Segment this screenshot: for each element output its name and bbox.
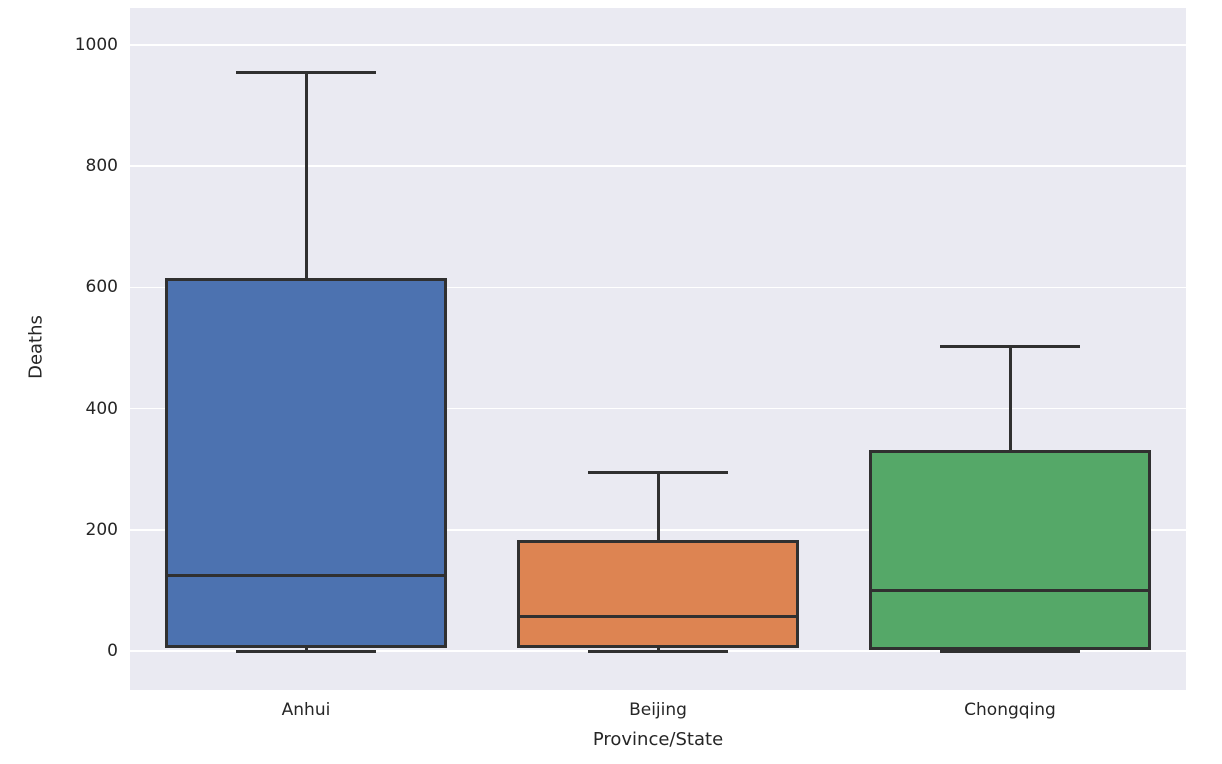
whisker-lower-cap [587,649,729,653]
box-beijing [517,540,799,648]
median-line [517,614,799,618]
y-tick-label: 1000 [74,35,118,55]
median-line [165,573,447,577]
y-tick-label: 800 [85,156,118,177]
whisker-lower-cap [235,649,377,653]
x-tick-label: Beijing [629,700,687,720]
x-axis-label: Province/State [592,729,724,750]
y-tick-label: 200 [85,519,118,540]
gridline [130,286,1186,289]
y-tick-label: 400 [85,398,118,419]
whisker-upper-cap [587,470,729,474]
whisker-upper-line [656,472,660,541]
box-anhui [165,278,447,648]
y-tick-label: 0 [107,641,118,661]
whisker-lower-line [656,647,660,651]
whisker-lower-line [304,647,308,651]
x-tick-label: Chongqing [964,700,1056,720]
y-axis-label: Deaths [25,315,47,379]
whisker-upper-line [1008,346,1012,450]
x-tick-label: Anhui [281,700,331,720]
whisker-lower-cap [939,649,1081,653]
whisker-upper-cap [235,70,377,74]
whisker-upper-cap [939,345,1081,349]
whisker-upper-line [304,72,308,279]
gridline [130,165,1186,167]
gridline [130,407,1186,410]
y-tick-label: 600 [85,277,118,298]
box-chongqing [869,449,1151,650]
gridline [130,44,1186,46]
median-line [869,588,1151,592]
